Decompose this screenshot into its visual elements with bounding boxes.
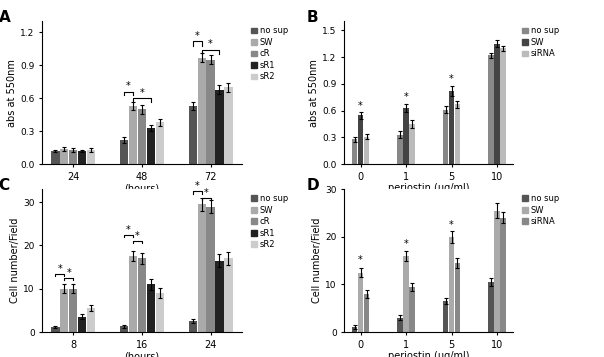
- Bar: [403, 108, 409, 164]
- X-axis label: (hours): (hours): [124, 183, 159, 193]
- Legend: no sup, SW, cR, sR1, sR2: no sup, SW, cR, sR1, sR2: [249, 193, 289, 250]
- Bar: [78, 317, 86, 332]
- Y-axis label: abs at 550nm: abs at 550nm: [7, 59, 18, 127]
- Bar: [87, 308, 95, 332]
- Bar: [51, 151, 60, 164]
- X-axis label: periostin (μg/ml): periostin (μg/ml): [388, 183, 469, 193]
- Bar: [410, 124, 415, 164]
- Text: *: *: [195, 31, 199, 41]
- Legend: no sup, SW, siRNA: no sup, SW, siRNA: [521, 26, 560, 59]
- Bar: [78, 151, 86, 164]
- Text: D: D: [307, 178, 320, 193]
- Bar: [60, 149, 68, 164]
- Text: *: *: [135, 231, 140, 241]
- Bar: [443, 301, 448, 332]
- Bar: [188, 106, 197, 164]
- Bar: [364, 294, 369, 332]
- Bar: [207, 206, 214, 332]
- Bar: [198, 204, 206, 332]
- Bar: [138, 258, 146, 332]
- Bar: [364, 136, 369, 164]
- Bar: [156, 122, 164, 164]
- Y-axis label: Cell number/Field: Cell number/Field: [312, 218, 323, 303]
- Bar: [51, 327, 60, 332]
- Legend: no sup, SW, siRNA: no sup, SW, siRNA: [521, 193, 560, 227]
- Bar: [494, 211, 500, 332]
- Text: *: *: [358, 101, 363, 111]
- Text: C: C: [0, 178, 10, 193]
- Bar: [207, 60, 214, 164]
- Text: *: *: [403, 239, 408, 249]
- Text: *: *: [449, 74, 454, 84]
- Bar: [69, 289, 77, 332]
- Bar: [489, 55, 494, 164]
- Bar: [87, 150, 95, 164]
- Text: *: *: [126, 81, 131, 91]
- Bar: [156, 293, 164, 332]
- Bar: [358, 115, 364, 164]
- Bar: [352, 139, 358, 164]
- Bar: [216, 261, 223, 332]
- Text: *: *: [126, 225, 131, 235]
- Bar: [129, 106, 137, 164]
- Text: B: B: [307, 10, 319, 25]
- Bar: [224, 87, 233, 164]
- Bar: [403, 256, 409, 332]
- Bar: [455, 263, 460, 332]
- Bar: [489, 282, 494, 332]
- Bar: [120, 140, 128, 164]
- Text: A: A: [0, 10, 10, 25]
- Bar: [129, 256, 137, 332]
- Bar: [216, 90, 223, 164]
- Text: *: *: [140, 88, 144, 98]
- Bar: [397, 135, 403, 164]
- Bar: [410, 287, 415, 332]
- Bar: [60, 289, 68, 332]
- Legend: no sup, SW, cR, sR1, sR2: no sup, SW, cR, sR1, sR2: [249, 26, 289, 82]
- Bar: [449, 237, 454, 332]
- Bar: [69, 150, 77, 164]
- Text: *: *: [449, 220, 454, 230]
- Text: *: *: [208, 39, 213, 49]
- X-axis label: periostin (μg/ml): periostin (μg/ml): [388, 351, 469, 357]
- Bar: [138, 109, 146, 164]
- Bar: [147, 128, 155, 164]
- X-axis label: (hours): (hours): [124, 351, 159, 357]
- Text: *: *: [195, 181, 199, 191]
- Text: *: *: [403, 92, 408, 102]
- Y-axis label: abs at 550nm: abs at 550nm: [309, 59, 320, 127]
- Bar: [455, 104, 460, 164]
- Bar: [358, 272, 364, 332]
- Text: *: *: [66, 268, 71, 278]
- Bar: [500, 48, 506, 164]
- Bar: [120, 326, 128, 332]
- Bar: [449, 91, 454, 164]
- Bar: [188, 321, 197, 332]
- Bar: [397, 318, 403, 332]
- Bar: [352, 327, 358, 332]
- Bar: [198, 58, 206, 164]
- Bar: [494, 44, 500, 164]
- Text: *: *: [57, 263, 62, 273]
- Y-axis label: Cell number/Field: Cell number/Field: [10, 218, 21, 303]
- Bar: [224, 258, 233, 332]
- Text: *: *: [204, 188, 208, 198]
- Bar: [500, 218, 506, 332]
- Bar: [443, 110, 448, 164]
- Bar: [147, 285, 155, 332]
- Text: *: *: [358, 255, 363, 265]
